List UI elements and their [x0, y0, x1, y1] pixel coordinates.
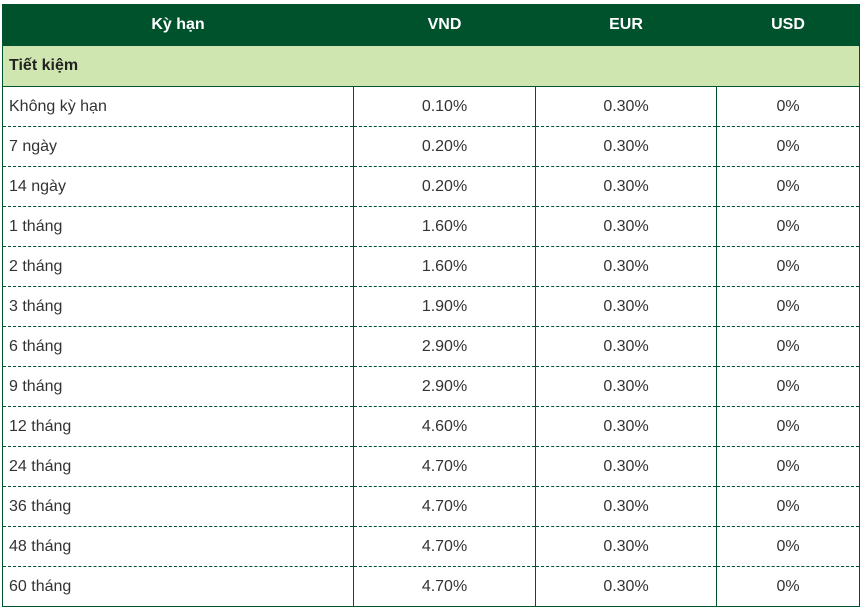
- usd-rate-cell: 0%: [716, 446, 860, 487]
- section-title: Tiết kiệm: [2, 45, 860, 87]
- section-row-savings: Tiết kiệm: [2, 45, 860, 87]
- interest-rate-table: Kỳ hạn VND EUR USD Tiết kiệm Không kỳ hạ…: [2, 4, 860, 607]
- header-usd: USD: [716, 4, 860, 46]
- vnd-rate-cell: 4.70%: [353, 526, 536, 567]
- header-term: Kỳ hạn: [2, 4, 354, 46]
- vnd-rate-cell: 4.70%: [353, 566, 536, 607]
- term-cell: 24 tháng: [2, 446, 354, 487]
- eur-rate-cell: 0.30%: [535, 246, 717, 287]
- usd-rate-cell: 0%: [716, 486, 860, 527]
- header-eur: EUR: [535, 4, 717, 46]
- eur-rate-cell: 0.30%: [535, 286, 717, 327]
- table-row: 2 tháng 1.60% 0.30% 0%: [2, 246, 860, 287]
- eur-rate-cell: 0.30%: [535, 366, 717, 407]
- eur-rate-cell: 0.30%: [535, 406, 717, 447]
- header-row: Kỳ hạn VND EUR USD: [2, 4, 860, 46]
- table-row: Không kỳ hạn 0.10% 0.30% 0%: [2, 86, 860, 127]
- table-row: 9 tháng 2.90% 0.30% 0%: [2, 366, 860, 407]
- term-cell: 9 tháng: [2, 366, 354, 407]
- table-row: 14 ngày 0.20% 0.30% 0%: [2, 166, 860, 207]
- term-cell: 2 tháng: [2, 246, 354, 287]
- vnd-rate-cell: 2.90%: [353, 366, 536, 407]
- vnd-rate-cell: 4.60%: [353, 406, 536, 447]
- term-cell: 14 ngày: [2, 166, 354, 207]
- usd-rate-cell: 0%: [716, 566, 860, 607]
- table-row: 24 tháng 4.70% 0.30% 0%: [2, 446, 860, 487]
- usd-rate-cell: 0%: [716, 246, 860, 287]
- term-cell: 7 ngày: [2, 126, 354, 167]
- eur-rate-cell: 0.30%: [535, 206, 717, 247]
- table-row: 1 tháng 1.60% 0.30% 0%: [2, 206, 860, 247]
- table-body: Tiết kiệm Không kỳ hạn 0.10% 0.30% 0% 7 ngày…: [2, 45, 860, 607]
- vnd-rate-cell: 4.70%: [353, 446, 536, 487]
- header-vnd: VND: [353, 4, 536, 46]
- vnd-rate-cell: 2.90%: [353, 326, 536, 367]
- usd-rate-cell: 0%: [716, 206, 860, 247]
- eur-rate-cell: 0.30%: [535, 486, 717, 527]
- table-header: Kỳ hạn VND EUR USD: [2, 4, 860, 46]
- table-row: 48 tháng 4.70% 0.30% 0%: [2, 526, 860, 567]
- term-cell: 3 tháng: [2, 286, 354, 327]
- term-cell: 1 tháng: [2, 206, 354, 247]
- table-row: 3 tháng 1.90% 0.30% 0%: [2, 286, 860, 327]
- usd-rate-cell: 0%: [716, 166, 860, 207]
- eur-rate-cell: 0.30%: [535, 446, 717, 487]
- eur-rate-cell: 0.30%: [535, 86, 717, 127]
- table-row: 6 tháng 2.90% 0.30% 0%: [2, 326, 860, 367]
- table-row: 7 ngày 0.20% 0.30% 0%: [2, 126, 860, 167]
- term-cell: 36 tháng: [2, 486, 354, 527]
- table-row: 36 tháng 4.70% 0.30% 0%: [2, 486, 860, 527]
- term-cell: Không kỳ hạn: [2, 86, 354, 127]
- eur-rate-cell: 0.30%: [535, 126, 717, 167]
- usd-rate-cell: 0%: [716, 406, 860, 447]
- usd-rate-cell: 0%: [716, 86, 860, 127]
- term-cell: 48 tháng: [2, 526, 354, 567]
- table-row: 60 tháng 4.70% 0.30% 0%: [2, 566, 860, 607]
- usd-rate-cell: 0%: [716, 126, 860, 167]
- usd-rate-cell: 0%: [716, 326, 860, 367]
- vnd-rate-cell: 0.20%: [353, 166, 536, 207]
- eur-rate-cell: 0.30%: [535, 526, 717, 567]
- term-cell: 12 tháng: [2, 406, 354, 447]
- term-cell: 6 tháng: [2, 326, 354, 367]
- usd-rate-cell: 0%: [716, 286, 860, 327]
- vnd-rate-cell: 4.70%: [353, 486, 536, 527]
- eur-rate-cell: 0.30%: [535, 566, 717, 607]
- usd-rate-cell: 0%: [716, 526, 860, 567]
- vnd-rate-cell: 1.60%: [353, 206, 536, 247]
- table-row: 12 tháng 4.60% 0.30% 0%: [2, 406, 860, 447]
- eur-rate-cell: 0.30%: [535, 166, 717, 207]
- vnd-rate-cell: 1.90%: [353, 286, 536, 327]
- vnd-rate-cell: 0.10%: [353, 86, 536, 127]
- vnd-rate-cell: 0.20%: [353, 126, 536, 167]
- usd-rate-cell: 0%: [716, 366, 860, 407]
- term-cell: 60 tháng: [2, 566, 354, 607]
- eur-rate-cell: 0.30%: [535, 326, 717, 367]
- vnd-rate-cell: 1.60%: [353, 246, 536, 287]
